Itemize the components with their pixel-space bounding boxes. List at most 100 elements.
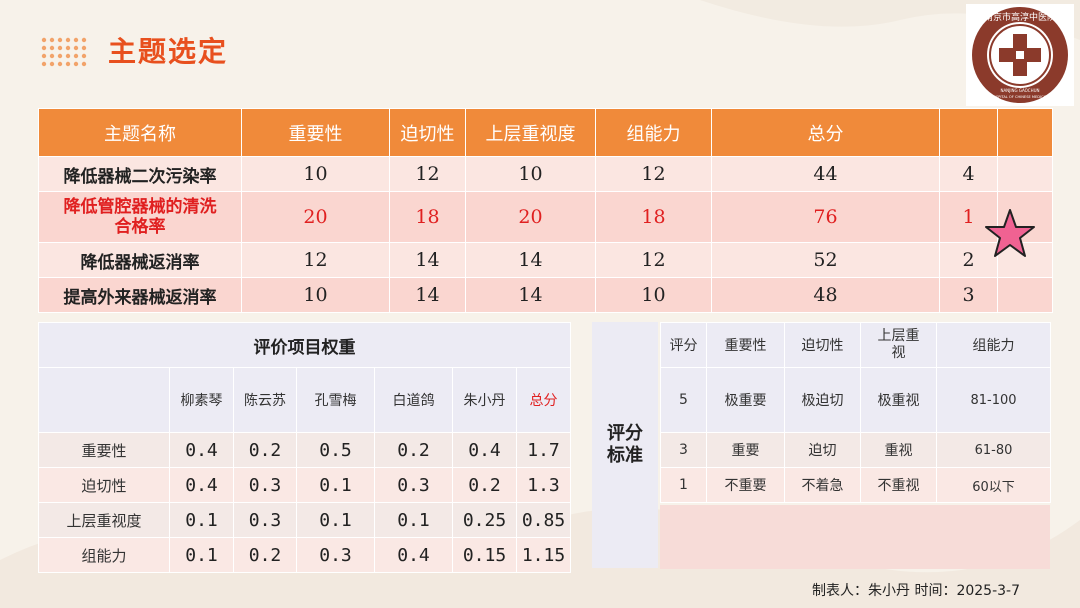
weight-value: 0.2 (233, 537, 297, 573)
table-row: 3 重要 迫切 重视 61-80 (660, 432, 1051, 468)
leadership-score: 10 (465, 156, 596, 192)
col-header-leadership-line1: 上层重 (877, 328, 920, 344)
weight-total: 1.15 (516, 537, 571, 573)
total-header: 总分 (516, 367, 571, 433)
scoring-standard-label-line1: 评分 (607, 423, 643, 444)
footer-credit: 制表人：朱小丹 时间：2025-3-7 (812, 583, 1020, 599)
col-header-importance: 重要性 (706, 322, 785, 368)
topic-selection-table: 主题名称 重要性 迫切性 上层重视度 组能力 总分 降低器械二次污染率 10 1… (38, 108, 1053, 313)
urgency-score: 14 (389, 277, 466, 313)
col-header-capability: 组能力 (595, 108, 712, 157)
table-header-row: 主题名称 重要性 迫切性 上层重视度 组能力 总分 (38, 108, 1053, 157)
criterion-label: 迫切性 (38, 467, 170, 503)
topic-name: 降低管腔器械的清洗 合格率 (38, 191, 242, 243)
table-row: 降低器械返消率 12 14 14 12 52 2 (38, 242, 1053, 278)
weight-value: 0.2 (233, 432, 297, 468)
weight-value: 0.25 (452, 502, 517, 538)
topic-name: 提高外来器械返消率 (38, 277, 242, 313)
weight-value: 0.4 (374, 537, 453, 573)
leadership-score: 14 (465, 242, 596, 278)
total-score: 76 (711, 191, 940, 243)
person-name: 朱小丹 (452, 367, 517, 433)
criterion-label: 组能力 (38, 537, 170, 573)
col-header-score: 评分 (660, 322, 707, 368)
weight-value: 0.1 (374, 502, 453, 538)
hospital-logo: 南京市高淳中医院 NANJING GAOCHUN HOSPITAL OF CHI… (966, 4, 1074, 106)
score-value: 3 (660, 432, 707, 468)
table-row: 上层重视度 0.1 0.3 0.1 0.1 0.25 0.85 (38, 502, 571, 538)
urgency-level: 极迫切 (784, 367, 861, 433)
importance-level: 极重要 (706, 367, 785, 433)
importance-level: 重要 (706, 432, 785, 468)
weight-value: 0.3 (296, 537, 375, 573)
table-row: 重要性 0.4 0.2 0.5 0.2 0.4 1.7 (38, 432, 571, 468)
importance-score: 10 (241, 156, 390, 192)
urgency-score: 12 (389, 156, 466, 192)
importance-level: 不重要 (706, 467, 785, 503)
importance-score: 20 (241, 191, 390, 243)
dot-grid-icon (41, 37, 87, 67)
person-name: 孔雪梅 (296, 367, 375, 433)
topic-name-line1: 降低管腔器械的清洗 (63, 197, 217, 217)
topic-name: 降低器械二次污染率 (38, 156, 242, 192)
rank: 4 (939, 156, 998, 192)
weight-value: 0.4 (452, 432, 517, 468)
criterion-label: 重要性 (38, 432, 170, 468)
col-header-extra (997, 108, 1053, 157)
weight-value: 0.4 (169, 467, 234, 503)
empty-cell (997, 277, 1053, 313)
col-header-rank (939, 108, 998, 157)
col-header-importance: 重要性 (241, 108, 390, 157)
weights-title: 评价项目权重 (38, 322, 571, 368)
col-header-capability: 组能力 (936, 322, 1051, 368)
score-value: 5 (660, 367, 707, 433)
weight-value: 0.3 (233, 467, 297, 503)
total-score: 44 (711, 156, 940, 192)
importance-score: 10 (241, 277, 390, 313)
total-score: 52 (711, 242, 940, 278)
weight-value: 0.1 (169, 537, 234, 573)
urgency-level: 迫切 (784, 432, 861, 468)
weight-value: 0.1 (296, 467, 375, 503)
score-value: 1 (660, 467, 707, 503)
urgency-score: 18 (389, 191, 466, 243)
logo-name-en-2: HOSPITAL OF CHINESE MEDICINE (990, 95, 1050, 99)
weight-total: 1.7 (516, 432, 571, 468)
capability-score: 10 (595, 277, 712, 313)
weight-value: 0.3 (374, 467, 453, 503)
weight-value: 0.3 (233, 502, 297, 538)
table-row: 5 极重要 极迫切 极重视 81-100 (660, 367, 1051, 433)
weight-value: 0.5 (296, 432, 375, 468)
logo-name-en-1: NANJING GAOCHUN (1000, 88, 1039, 93)
topic-name-line2: 合格率 (114, 217, 166, 237)
weight-value: 0.4 (169, 432, 234, 468)
capability-range: 81-100 (936, 367, 1051, 433)
capability-range: 60以下 (936, 467, 1051, 503)
urgency-level: 不着急 (784, 467, 861, 503)
col-header-leadership: 上层重 视 (860, 322, 937, 368)
col-header-urgency: 迫切性 (784, 322, 861, 368)
col-header-total: 总分 (711, 108, 940, 157)
weight-value: 0.2 (452, 467, 517, 503)
table-row: 组能力 0.1 0.2 0.3 0.4 0.15 1.15 (38, 537, 571, 573)
weights-title-row: 评价项目权重 (38, 322, 571, 368)
leadership-score: 20 (465, 191, 596, 243)
scoring-standard-label-line2: 标准 (607, 445, 643, 466)
col-header-topic: 主题名称 (38, 108, 242, 157)
leadership-level: 重视 (860, 432, 937, 468)
leadership-score: 14 (465, 277, 596, 313)
table-row-highlighted: 降低管腔器械的清洗 合格率 20 18 20 18 76 1 (38, 191, 1053, 243)
empty-cell (997, 156, 1053, 192)
capability-score: 12 (595, 242, 712, 278)
leadership-level: 不重视 (860, 467, 937, 503)
table-row: 降低器械二次污染率 10 12 10 12 44 4 (38, 156, 1053, 192)
col-header-leadership: 上层重视度 (465, 108, 596, 157)
star-icon (985, 209, 1035, 257)
page-title: 主题选定 (108, 35, 229, 68)
table-row: 1 不重要 不着急 不重视 60以下 (660, 467, 1051, 503)
standard-header-row: 评分 重要性 迫切性 上层重 视 组能力 (660, 322, 1051, 368)
leadership-level: 极重视 (860, 367, 937, 433)
topic-name: 降低器械返消率 (38, 242, 242, 278)
importance-score: 12 (241, 242, 390, 278)
rank: 3 (939, 277, 998, 313)
